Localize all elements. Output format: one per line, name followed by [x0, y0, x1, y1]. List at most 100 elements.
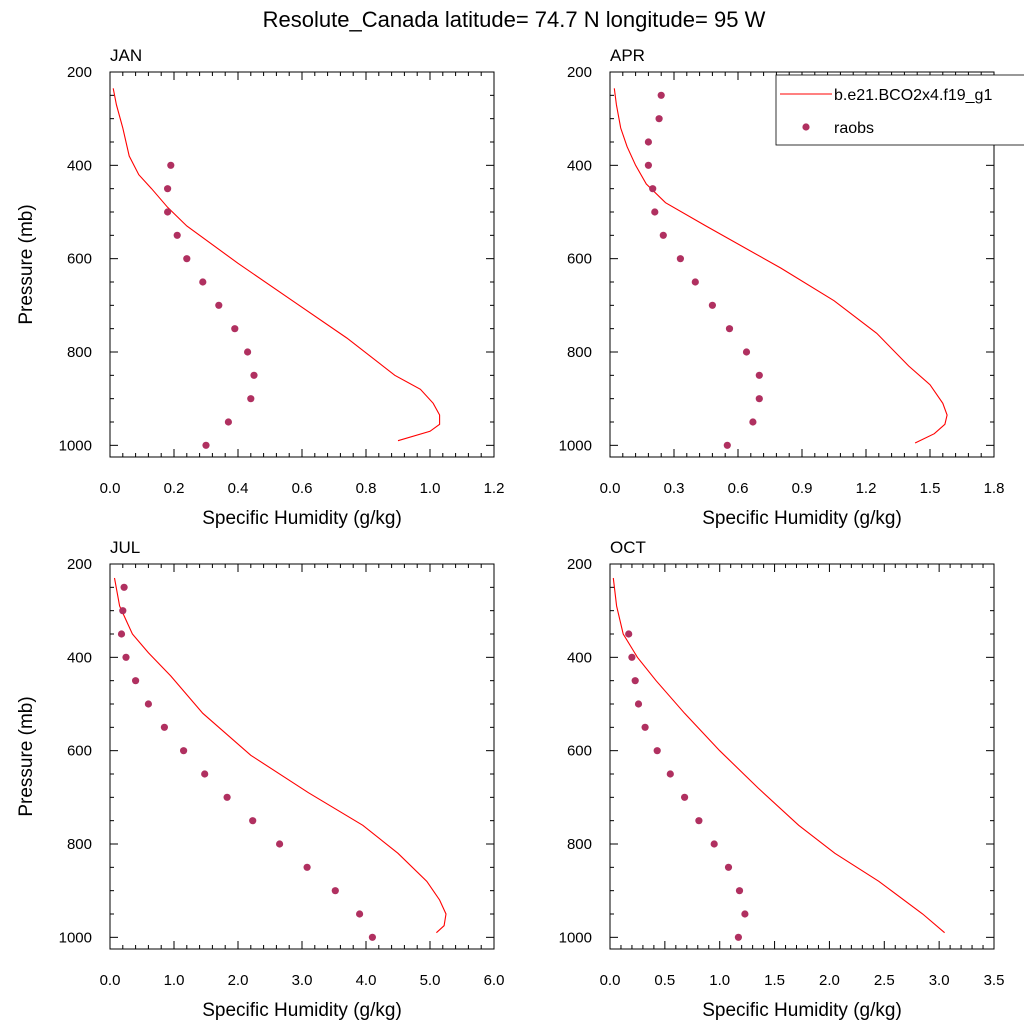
raobs-point	[224, 418, 232, 426]
raobs-point	[201, 770, 209, 778]
raobs-point	[710, 840, 718, 848]
y-axis-label: Pressure (mb)	[16, 204, 37, 324]
y-axis-label: Pressure (mb)	[16, 696, 37, 816]
legend-box	[775, 74, 1024, 146]
model-profile-line	[613, 88, 948, 444]
raobs-point	[666, 770, 674, 778]
x-tick-label: 1.0	[420, 480, 441, 497]
y-tick-label: 600	[567, 743, 592, 760]
raobs-point	[649, 185, 657, 193]
raobs-point	[742, 348, 751, 356]
plot-frame	[609, 563, 995, 950]
panel-title: JAN	[110, 46, 142, 65]
raobs-point	[655, 115, 663, 123]
y-tick-label: 1000	[59, 437, 92, 454]
y-tick-label: 400	[567, 157, 592, 174]
y-tick-label: 400	[567, 649, 592, 666]
panel-oct: 0.0 0.5 1.0 1.5 2.0 2.5 3.0 3.5 200 400 600 800 1000…	[559, 538, 1005, 1021]
raobs-point	[651, 208, 659, 216]
x-tick-label: 0.0	[600, 972, 621, 989]
raobs-point	[120, 583, 128, 591]
raobs-point	[741, 910, 749, 918]
raobs-point	[641, 723, 649, 731]
y-tick-label: 400	[67, 649, 92, 666]
y-tick-label: 600	[67, 251, 92, 268]
panel-title: APR	[610, 46, 645, 65]
x-tick-label: 0.6	[292, 480, 313, 497]
raobs-point	[215, 301, 223, 309]
x-tick-label: 0.3	[664, 480, 685, 497]
raobs-point	[180, 747, 188, 755]
model-profile-line	[112, 88, 441, 442]
raobs-point	[356, 910, 364, 918]
raobs-point	[691, 278, 699, 286]
raobs-point	[276, 840, 284, 848]
panel-apr: 0.0 0.3 0.6 0.9 1.2 1.5 1.8 200 400 600 800 1000 APR…	[559, 46, 1005, 529]
raobs-point	[173, 231, 181, 239]
x-tick-label: 3.0	[292, 972, 313, 989]
raobs-point	[164, 208, 172, 216]
raobs-point	[247, 395, 255, 403]
y-tick-label: 800	[67, 836, 92, 853]
y-tick-label: 600	[67, 743, 92, 760]
panel-title: OCT	[610, 538, 646, 557]
y-tick-label: 800	[567, 344, 592, 361]
raobs-point	[368, 933, 376, 941]
y-tick-label: 200	[567, 556, 592, 573]
raobs-point	[755, 371, 763, 379]
raobs-point	[725, 325, 734, 333]
x-tick-label: 1.0	[709, 972, 730, 989]
raobs-point	[164, 185, 172, 193]
y-tick-label: 200	[567, 64, 592, 81]
raobs-point	[634, 700, 643, 708]
raobs-point	[249, 817, 257, 825]
x-tick-label: 4.0	[356, 972, 377, 989]
raobs-point	[644, 138, 653, 146]
x-tick-label: 1.2	[856, 480, 877, 497]
plot-frame	[109, 563, 495, 950]
raobs-point	[132, 677, 140, 685]
raobs-point	[117, 630, 126, 638]
y-tick-label: 600	[567, 251, 592, 268]
panel-title: JUL	[110, 538, 140, 557]
y-tick-label: 400	[67, 157, 92, 174]
raobs-point	[708, 301, 717, 309]
x-tick-label: 2.5	[874, 972, 895, 989]
y-tick-label: 800	[567, 836, 592, 853]
figure-title: Resolute_Canada latitude= 74.7 N longitu…	[263, 7, 766, 32]
raobs-point	[659, 231, 667, 239]
raobs-point	[250, 371, 258, 379]
y-tick-label: 200	[67, 556, 92, 573]
raobs-point	[119, 607, 127, 615]
legend-model-label: b.e21.BCO2x4.f19_g1	[834, 87, 992, 104]
raobs-point	[202, 441, 210, 449]
raobs-point	[657, 91, 665, 99]
x-axis-label: Specific Humidity (g/kg)	[202, 1000, 402, 1021]
x-tick-label: 0.4	[228, 480, 249, 497]
raobs-point	[628, 653, 636, 661]
raobs-point	[735, 887, 744, 895]
x-tick-label: 1.8	[984, 480, 1005, 497]
raobs-point	[734, 933, 743, 941]
model-profile-line	[113, 577, 447, 934]
raobs-point	[231, 325, 239, 333]
x-tick-label: 0.9	[792, 480, 813, 497]
raobs-point	[331, 887, 339, 895]
y-tick-label: 1000	[559, 929, 592, 946]
legend-obs-marker	[802, 123, 810, 131]
x-tick-label: 1.2	[484, 480, 505, 497]
x-axis-label: Specific Humidity (g/kg)	[702, 1000, 902, 1021]
y-tick-label: 800	[67, 344, 92, 361]
x-tick-label: 1.0	[164, 972, 185, 989]
raobs-point	[625, 630, 633, 638]
x-tick-label: 3.5	[984, 972, 1005, 989]
x-tick-label: 0.2	[164, 480, 185, 497]
x-axis-label: Specific Humidity (g/kg)	[202, 508, 402, 529]
plot-frame	[109, 71, 495, 458]
x-tick-label: 0.5	[654, 972, 675, 989]
x-tick-label: 6.0	[484, 972, 505, 989]
raobs-point	[183, 255, 191, 263]
raobs-point	[755, 395, 763, 403]
x-tick-label: 0.8	[356, 480, 377, 497]
